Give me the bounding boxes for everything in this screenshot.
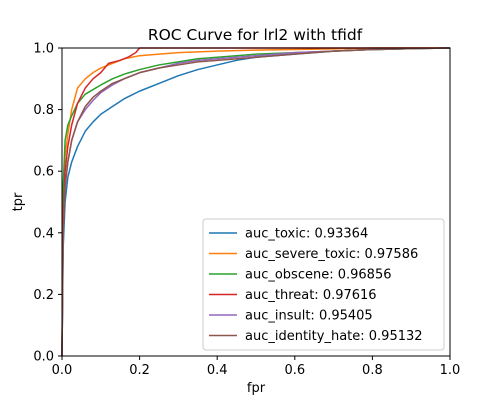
plot-frame bbox=[61, 47, 451, 357]
y-axis-label: tpr bbox=[11, 192, 26, 211]
x-tick-label: 0.8 bbox=[362, 363, 383, 378]
y-tick-label: 0.0 bbox=[33, 350, 54, 365]
legend-box bbox=[202, 218, 445, 351]
legend-entry: auc_toxic: 0.93364 bbox=[245, 227, 368, 242]
x-tick-label: 0.0 bbox=[52, 363, 73, 378]
legend-entry: auc_identity_hate: 0.95132 bbox=[245, 329, 423, 344]
y-tick-label: 0.8 bbox=[33, 103, 54, 118]
series-line-4 bbox=[61, 47, 450, 357]
x-tick-label: 0.2 bbox=[129, 363, 150, 378]
y-tick-label: 0.2 bbox=[33, 288, 54, 303]
x-tick-label: 1.0 bbox=[440, 363, 461, 378]
x-tick-label: 0.4 bbox=[207, 363, 228, 378]
legend-entry: auc_threat: 0.97616 bbox=[245, 288, 377, 303]
y-tick-label: 0.4 bbox=[33, 226, 54, 241]
legend-entry: auc_insult: 0.95405 bbox=[245, 309, 373, 324]
chart-title: ROC Curve for lrl2 with tfidf bbox=[148, 26, 363, 44]
x-axis-label: fpr bbox=[247, 381, 266, 396]
y-tick-label: 0.6 bbox=[33, 165, 54, 180]
ticks-layer: 0.0 0.2 0.4 0.6 0.8 1.0 0.0 0.2 0.4 0.6 0.8 1.0 bbox=[33, 42, 460, 379]
legend-entry: auc_obscene: 0.96856 bbox=[245, 268, 392, 283]
x-tick-label: 0.6 bbox=[284, 363, 305, 378]
series-layer bbox=[61, 47, 451, 357]
legend: auc_toxic: 0.93364 auc_severe_toxic: 0.97… bbox=[202, 218, 445, 351]
y-tick-label: 1.0 bbox=[33, 42, 54, 57]
legend-entry: auc_severe_toxic: 0.97586 bbox=[245, 247, 418, 262]
series-line-6 bbox=[61, 47, 451, 357]
